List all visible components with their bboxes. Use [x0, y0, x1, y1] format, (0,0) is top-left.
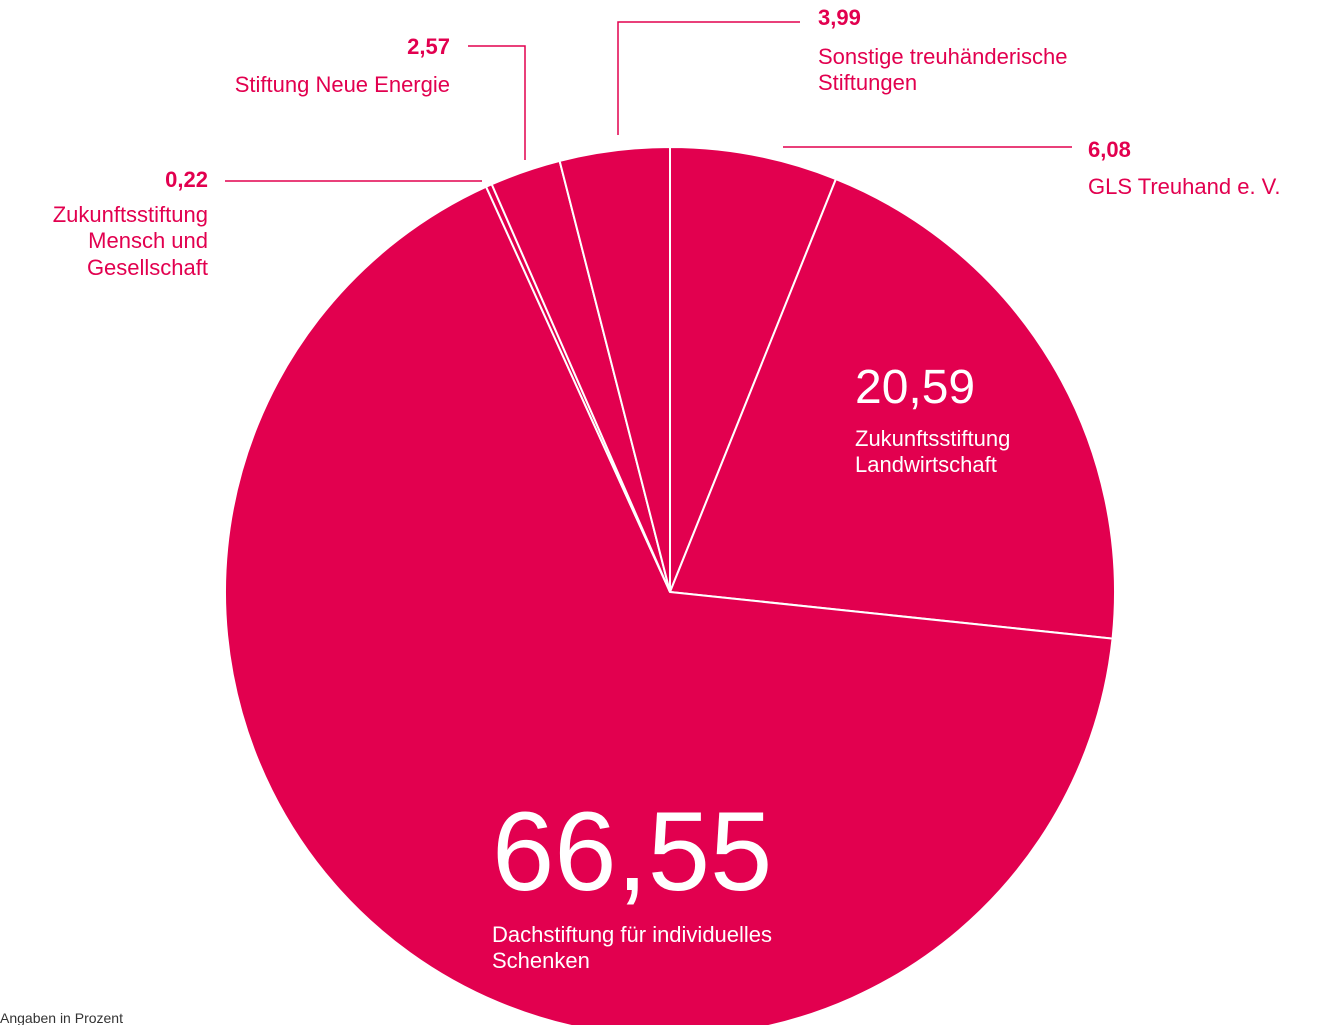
pie-slice — [558, 145, 671, 593]
value-label: 0,22 — [165, 167, 208, 192]
slice-name: Zukunftsstiftung Mensch und Gesellschaft — [52, 202, 208, 280]
slice-name: Dachstiftung für individuelles Schenken — [492, 922, 773, 974]
slice-name: Sonstige treuhänderische Stiftungen — [818, 44, 1068, 96]
leader-line — [617, 21, 800, 135]
pie-slice — [223, 185, 1114, 1025]
value-label: 20,59 — [855, 361, 976, 414]
value-label: 66,55 — [492, 789, 773, 914]
value-label: 2,57 — [407, 34, 450, 59]
slice-name: Zukunftsstiftung Landwirtschaft — [855, 426, 1011, 478]
pie-slice — [668, 177, 1116, 640]
pie-slice — [669, 145, 838, 593]
value-label: 3,99 — [818, 5, 861, 30]
footnote: Angaben in Prozent — [0, 1010, 123, 1025]
value-label: 6,08 — [1088, 137, 1131, 162]
leader-line — [468, 45, 526, 160]
slice-name: GLS Treuhand e. V. — [1088, 174, 1281, 199]
slice-name: Stiftung Neue Energie — [234, 72, 450, 97]
